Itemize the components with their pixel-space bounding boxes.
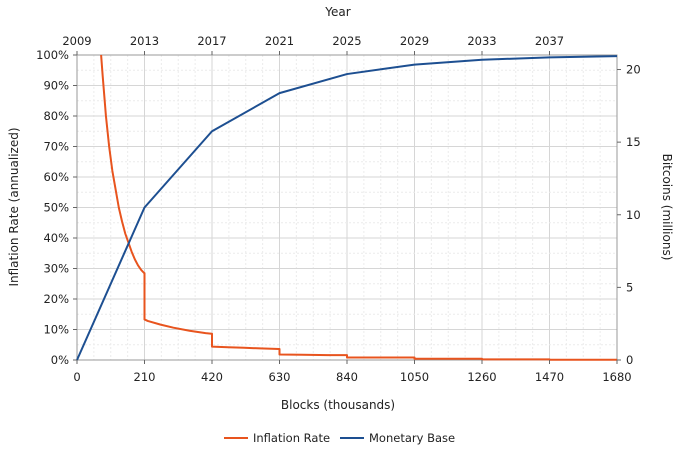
left-tick-label: 10% (43, 323, 69, 337)
grid (77, 55, 617, 360)
left-tick-label: 70% (43, 140, 69, 154)
left-tick-label: 60% (43, 170, 69, 184)
x-tick-label: 840 (336, 370, 358, 384)
left-tick-label: 50% (43, 201, 69, 215)
top-tick-label: 2025 (332, 34, 361, 48)
top-tick-label: 2013 (130, 34, 159, 48)
right-tick-label: 0 (626, 353, 633, 367)
top-tick-label: 2029 (400, 34, 429, 48)
x-axis-label: Blocks (thousands) (281, 398, 395, 412)
left-tick-label: 0% (51, 353, 69, 367)
right-axis-ticks: 0 5 10 15 20 (617, 63, 641, 367)
right-tick-label: 10 (626, 208, 641, 222)
x-tick-label: 1260 (467, 370, 496, 384)
x-tick-label: 630 (269, 370, 291, 384)
x-tick-label: 1680 (602, 370, 631, 384)
legend: Inflation Rate Monetary Base (224, 431, 455, 445)
x-tick-label: 1470 (535, 370, 564, 384)
series-layer (76, 54, 618, 361)
left-tick-label: 90% (43, 79, 69, 93)
left-tick-label: 100% (36, 48, 69, 62)
left-tick-label: 40% (43, 231, 69, 245)
right-tick-label: 15 (626, 135, 641, 149)
left-tick-label: 30% (43, 262, 69, 276)
top-tick-label: 2009 (62, 34, 91, 48)
series-line-monetary-base (76, 55, 618, 361)
top-tick-label: 2033 (467, 34, 496, 48)
left-tick-label: 80% (43, 109, 69, 123)
right-tick-label: 5 (626, 280, 633, 294)
x-tick-label: 210 (134, 370, 156, 384)
top-tick-label: 2037 (535, 34, 564, 48)
series-line-inflation-rate (100, 54, 617, 361)
x-tick-label: 0 (73, 370, 80, 384)
legend-label-inflation-rate: Inflation Rate (253, 431, 330, 445)
right-tick-label: 20 (626, 63, 641, 77)
right-axis-label: Bitcoins (millions) (660, 154, 674, 261)
x-axis-ticks: 0 210 420 630 840 1050 1260 1470 1680 (73, 360, 632, 384)
top-tick-label: 2017 (197, 34, 226, 48)
x-tick-label: 1050 (400, 370, 429, 384)
top-tick-label: 2021 (265, 34, 294, 48)
top-axis-ticks: 2009 2013 2017 2021 2025 2029 2033 2037 (62, 34, 564, 55)
left-tick-label: 20% (43, 292, 69, 306)
x-tick-label: 420 (201, 370, 223, 384)
left-axis-ticks: 0% 10% 20% 30% 40% 50% 60% 70% 80% 90% 100% (36, 48, 77, 367)
top-axis-label: Year (324, 5, 350, 19)
left-axis-label: Inflation Rate (annualized) (7, 127, 21, 286)
legend-label-monetary-base: Monetary Base (369, 431, 455, 445)
